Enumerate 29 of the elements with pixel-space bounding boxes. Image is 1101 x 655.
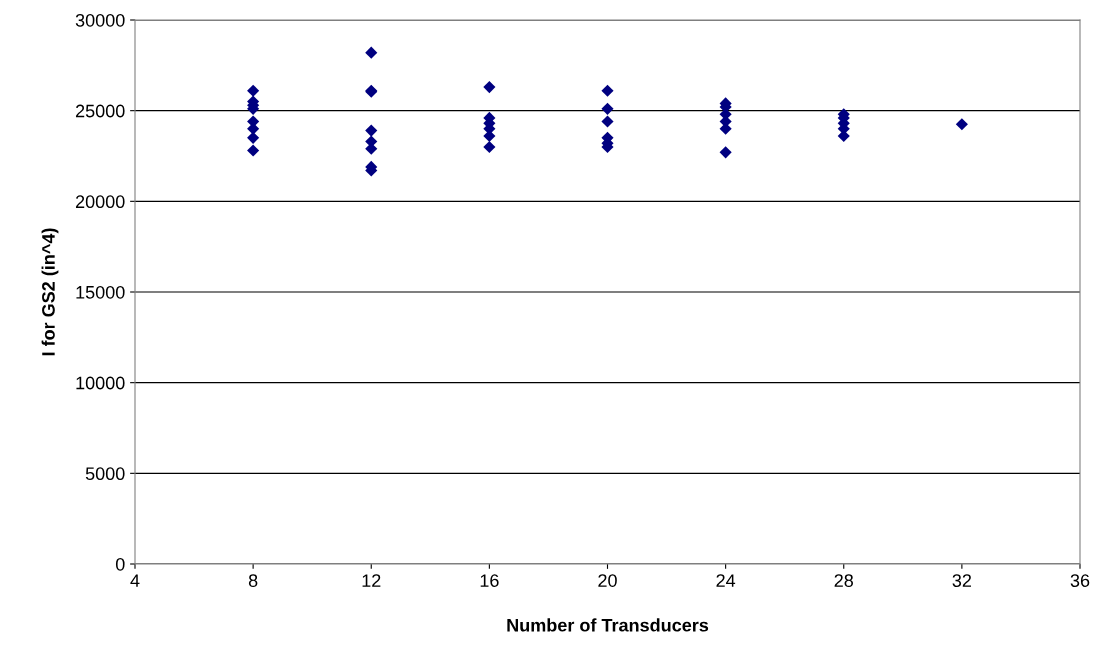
y-tick-label: 15000 (76, 285, 125, 299)
x-tick-label: 12 (362, 574, 381, 587)
point (483, 140, 496, 153)
point (601, 84, 614, 97)
point (483, 81, 496, 94)
x-tick-label: 24 (716, 574, 736, 587)
x-tick-label: 4 (130, 574, 140, 587)
y-tick-label: 0 (115, 557, 125, 571)
y-tick-label: 5000 (85, 467, 125, 481)
x-tick-label: 32 (952, 574, 972, 587)
x-tick-label: 16 (480, 574, 499, 587)
y-tick-label: 20000 (75, 195, 125, 209)
y-tick-label: 25000 (75, 104, 125, 118)
point (601, 115, 614, 128)
x-tick-label: 20 (598, 574, 617, 587)
x-tick-label: 8 (248, 574, 258, 587)
point (955, 118, 968, 131)
point (247, 84, 260, 97)
y-tick-label: 30000 (75, 13, 125, 27)
point (365, 124, 378, 137)
point (365, 46, 378, 59)
point (719, 146, 732, 159)
y-tick-label: 10000 (76, 376, 125, 390)
x-axis-title: Number of Transducers (507, 618, 709, 632)
x-tick-label: 36 (1070, 574, 1090, 587)
point (247, 144, 260, 157)
point (601, 102, 614, 115)
x-tick-label: 28 (834, 574, 854, 587)
y-axis-title: I for GS2 (in^4) (41, 228, 59, 356)
